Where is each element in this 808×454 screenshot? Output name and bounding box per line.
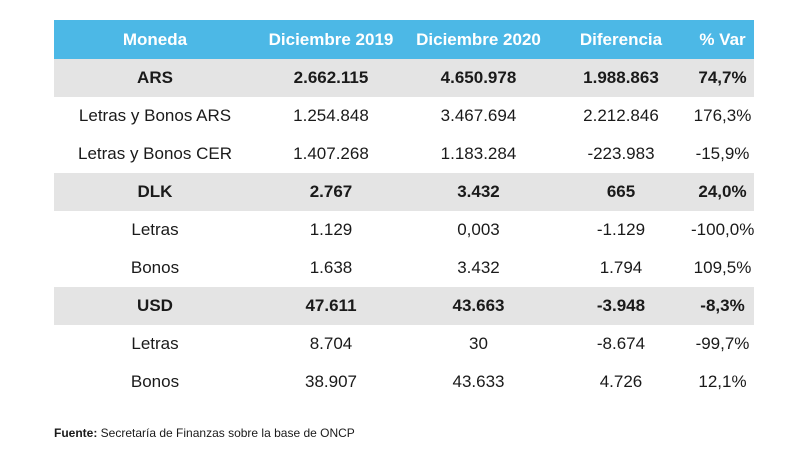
cell-dic-2020: 43.663 <box>452 296 505 315</box>
cell-diferencia: 665 <box>606 182 636 201</box>
cell-diferencia: 1.794 <box>599 258 643 277</box>
cell-diferencia: 1.988.863 <box>583 68 659 87</box>
cell-var: -8,3% <box>700 296 745 315</box>
cell-var: -100,0% <box>691 220 755 239</box>
cell-moneda: Letras y Bonos CER <box>77 144 232 163</box>
cell-var: 109,5% <box>693 258 752 277</box>
cell-var: 74,7% <box>698 68 747 87</box>
cell-dic-2019: 1.254.848 <box>293 106 369 125</box>
cell-moneda: Letras <box>131 334 179 353</box>
source-note: Fuente: Secretaría de Finanzas sobre la … <box>54 426 355 440</box>
cell-moneda: Bonos <box>130 372 180 391</box>
cell-dic-2019: 2.662.115 <box>293 68 369 87</box>
table-row: Letras 8.704 30 -8.674 -99,7% <box>54 325 754 363</box>
cell-moneda: Bonos <box>130 258 180 277</box>
table-row: Letras 1.129 0,003 -1.129 -100,0% <box>54 211 754 249</box>
cell-dic-2020: 1.183.284 <box>440 144 517 163</box>
cell-moneda: ARS <box>137 68 173 87</box>
cell-var: 12,1% <box>698 372 747 391</box>
cell-dic-2020: 0,003 <box>457 220 500 239</box>
cell-dic-2019: 1.407.268 <box>293 144 369 163</box>
cell-dic-2020: 3.432 <box>457 258 500 277</box>
cell-moneda: DLK <box>137 182 173 201</box>
cell-dic-2020: 43.633 <box>452 372 505 391</box>
table-row: Letras y Bonos ARS 1.254.848 3.467.694 2… <box>54 97 754 135</box>
column-header-diferencia: Diferencia <box>579 29 663 49</box>
cell-var: -15,9% <box>695 144 750 163</box>
cell-moneda: Letras <box>131 220 179 239</box>
cell-var: -99,7% <box>695 334 750 353</box>
cell-moneda: USD <box>137 296 173 315</box>
table-row-dlk: DLK 2.767 3.432 665 24,0% <box>54 173 754 211</box>
column-header-moneda: Moneda <box>122 29 188 49</box>
cell-dic-2019: 38.907 <box>305 372 357 391</box>
column-header-diciembre-2019: Diciembre 2019 <box>268 29 394 49</box>
cell-dic-2019: 8.704 <box>309 334 353 353</box>
cell-dic-2020: 3.432 <box>457 182 500 201</box>
table-header-row: Moneda Diciembre 2019 Diciembre 2020 Dif… <box>54 20 754 59</box>
cell-dic-2020: 3.467.694 <box>440 106 517 125</box>
cell-diferencia: -8.674 <box>596 334 646 353</box>
cell-dic-2019: 2.767 <box>309 182 353 201</box>
table-row-usd: USD 47.611 43.663 -3.948 -8,3% <box>54 287 754 325</box>
cell-dic-2020: 4.650.978 <box>440 68 517 87</box>
data-table: Moneda Diciembre 2019 Diciembre 2020 Dif… <box>54 20 754 401</box>
cell-diferencia: 2.212.846 <box>583 106 659 125</box>
cell-var: 24,0% <box>698 182 747 201</box>
cell-dic-2020: 30 <box>469 334 488 353</box>
cell-diferencia: 4.726 <box>599 372 643 391</box>
column-header-var: % Var <box>699 29 746 49</box>
cell-dic-2019: 1.638 <box>309 258 353 277</box>
table-row: Bonos 1.638 3.432 1.794 109,5% <box>54 249 754 287</box>
column-header-diciembre-2020: Diciembre 2020 <box>416 29 541 49</box>
cell-diferencia: -3.948 <box>596 296 646 315</box>
table-row: Letras y Bonos CER 1.407.268 1.183.284 -… <box>54 135 754 173</box>
cell-var: 176,3% <box>693 106 752 125</box>
cell-diferencia: -1.129 <box>596 220 646 239</box>
cell-diferencia: -223.983 <box>587 144 655 163</box>
table-row: Bonos 38.907 43.633 4.726 12,1% <box>54 363 754 401</box>
cell-moneda: Letras y Bonos ARS <box>78 106 232 125</box>
cell-dic-2019: 1.129 <box>309 220 353 239</box>
source-label: Fuente: <box>54 426 98 440</box>
table-row-ars: ARS 2.662.115 4.650.978 1.988.863 74,7% <box>54 59 754 97</box>
cell-dic-2019: 47.611 <box>305 296 357 315</box>
source-text: Secretaría de Finanzas sobre la base de … <box>97 426 355 440</box>
